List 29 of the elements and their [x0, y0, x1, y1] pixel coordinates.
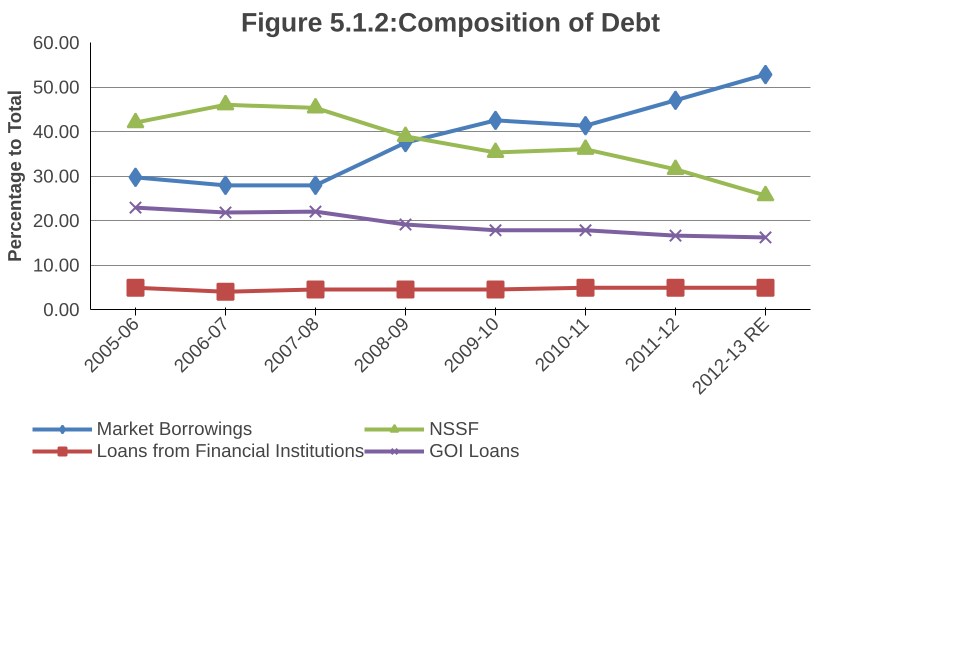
point [306, 280, 324, 298]
legend-label: GOI Loans [429, 440, 520, 462]
point [488, 224, 502, 237]
point [578, 224, 592, 237]
point [398, 218, 412, 232]
point [758, 230, 772, 244]
y-tick-label: 20.00 [32, 210, 80, 231]
point [126, 278, 144, 297]
y-tick-label: 30.00 [32, 166, 80, 186]
point [396, 280, 414, 298]
point [486, 280, 504, 298]
point [218, 206, 232, 220]
y-axis-title: Percentage to Total [4, 90, 25, 262]
legend-label: NSSF [429, 418, 479, 440]
y-tick-label: 0.00 [43, 299, 80, 320]
point [308, 204, 322, 218]
y-tick-label: 10.00 [32, 254, 80, 276]
y-tick-label: 60.00 [32, 32, 80, 53]
point [216, 282, 234, 301]
point [756, 278, 774, 297]
point [668, 228, 682, 242]
legend-label: Market Borrowings [96, 418, 252, 440]
y-tick-label: 50.00 [32, 76, 80, 98]
legend-label: Loans from Financial Institutions [96, 440, 364, 462]
y-tick-label: 40.00 [32, 121, 80, 142]
point [576, 278, 594, 297]
point [128, 200, 142, 214]
point [666, 278, 684, 297]
chart-title: Figure 5.1.2:Composition of Debt [240, 8, 660, 38]
